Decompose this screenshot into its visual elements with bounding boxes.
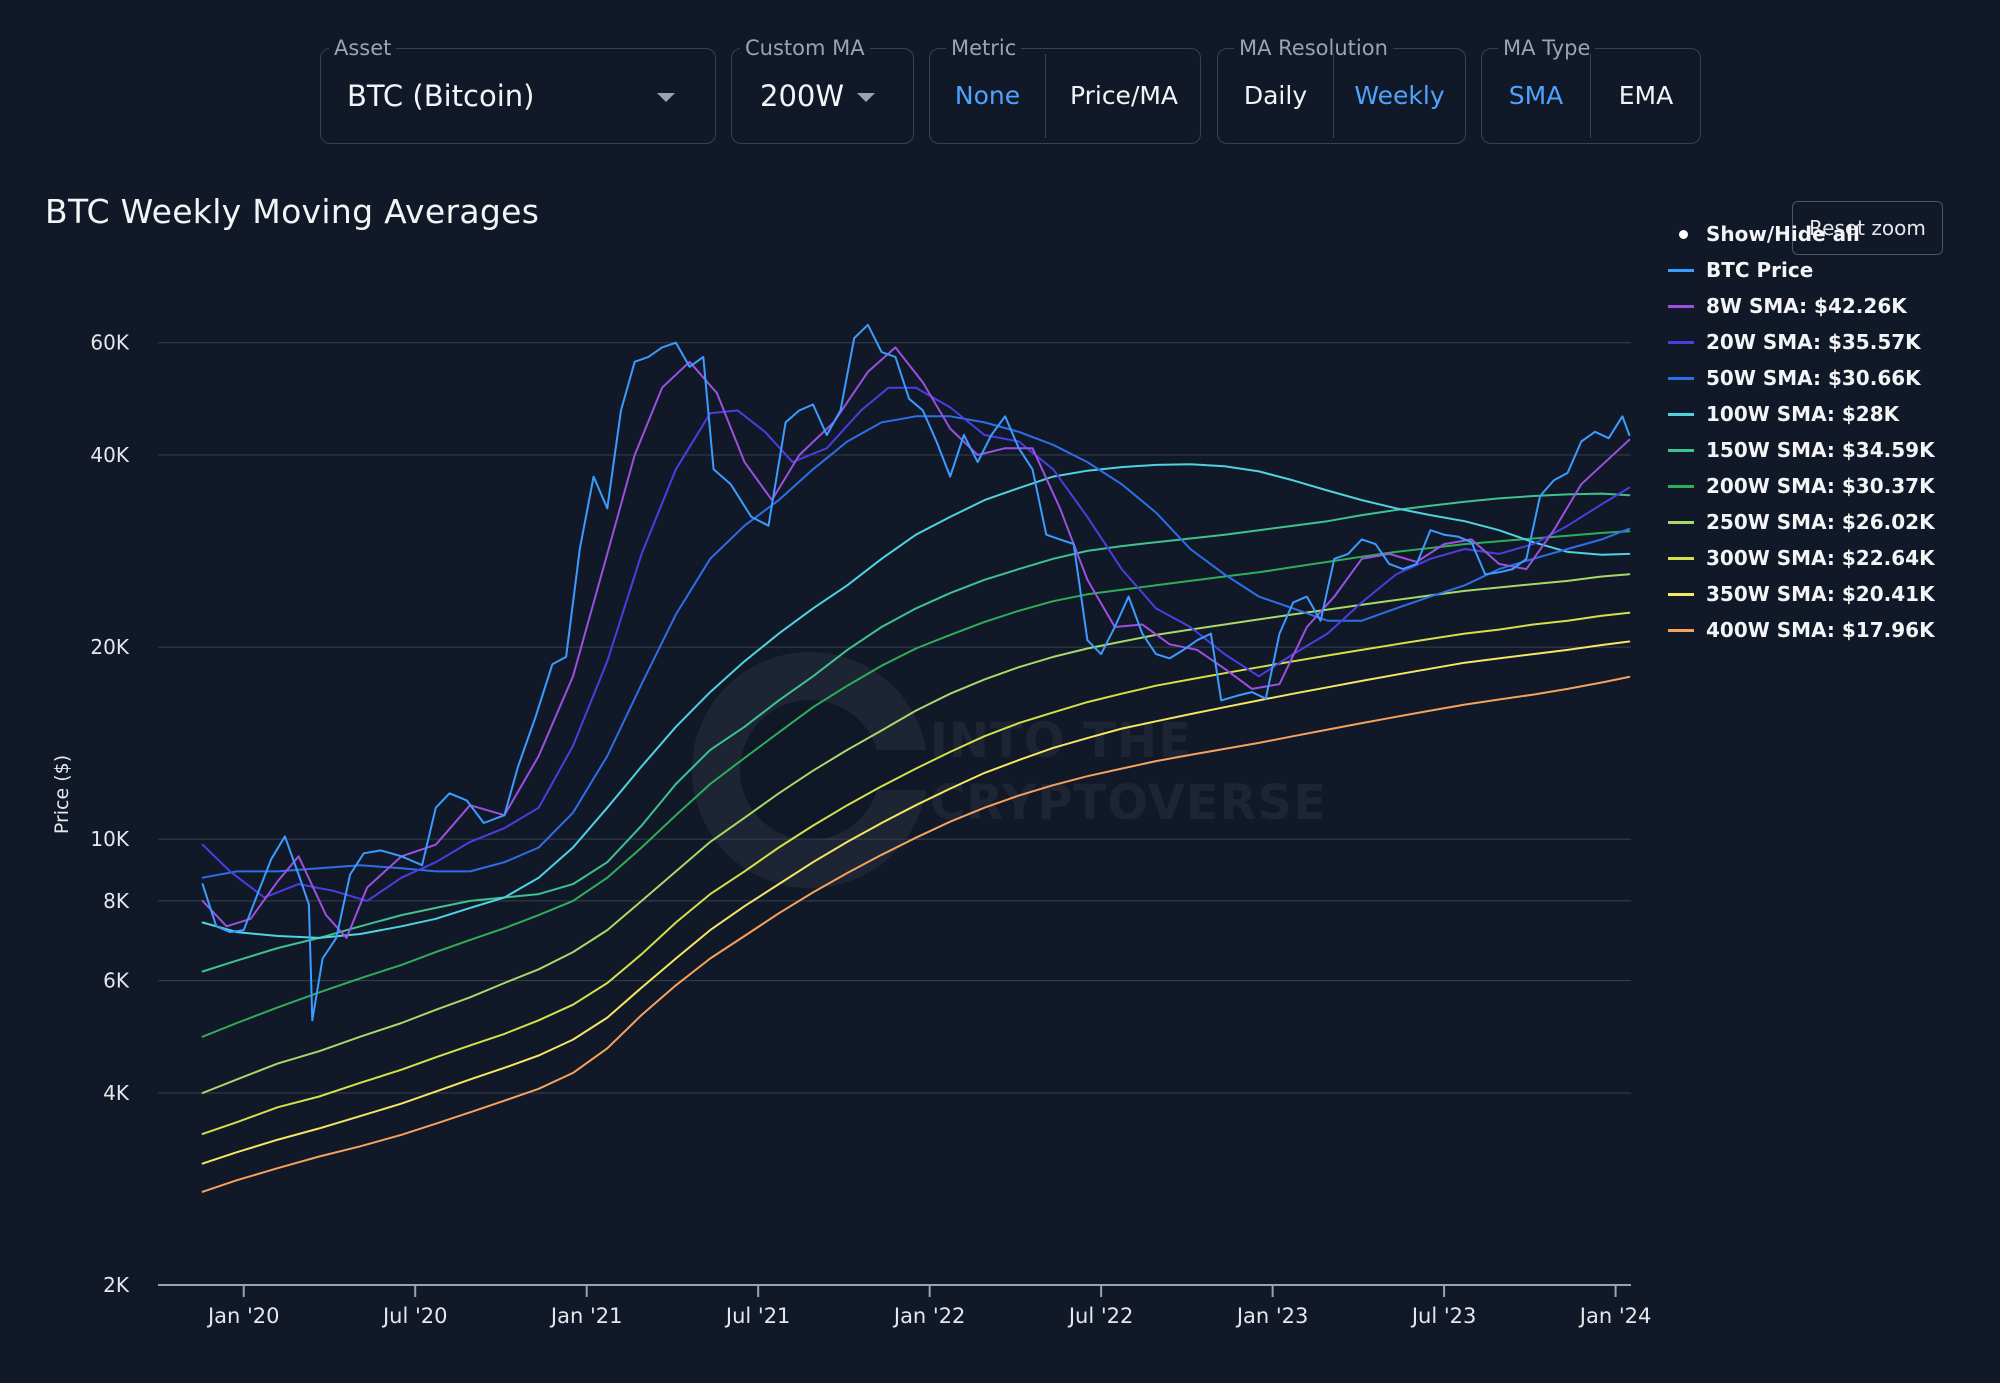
series-line-20w-sma[interactable] — [201, 386, 1631, 902]
x-tick-label: Jan '23 — [1235, 1304, 1309, 1328]
legend-label: 8W SMA: $42.26K — [1706, 294, 1907, 318]
asset-dropdown[interactable]: Asset BTC (Bitcoin) — [320, 34, 716, 144]
legend-swatch — [1668, 413, 1694, 416]
y-tick-label: 6K — [103, 969, 130, 993]
x-tick-label: Jul '21 — [724, 1304, 791, 1328]
series-line-300w-sma[interactable] — [201, 611, 1631, 1135]
x-tick-label: Jan '20 — [206, 1304, 280, 1328]
legend-swatch — [1668, 629, 1694, 632]
legend-label: 300W SMA: $22.64K — [1706, 546, 1935, 570]
chart-title: BTC Weekly Moving Averages — [45, 192, 540, 231]
legend-label: BTC Price — [1706, 258, 1814, 282]
legend-label: 20W SMA: $35.57K — [1706, 330, 1921, 354]
legend-swatch — [1668, 593, 1694, 596]
series-line-200w-sma[interactable] — [201, 530, 1631, 1038]
series-line-100w-sma[interactable] — [201, 463, 1631, 939]
divider — [1590, 54, 1591, 138]
reset-zoom-button[interactable]: Reset zoom — [1792, 201, 1943, 255]
series-line-250w-sma[interactable] — [201, 573, 1631, 1094]
y-axis-label: Price ($) — [51, 755, 73, 834]
chevron-down-icon — [657, 93, 675, 102]
asset-label: Asset — [329, 34, 397, 62]
custom-ma-dropdown[interactable]: Custom MA 200W — [731, 34, 914, 144]
y-tick-label: 10K — [90, 827, 129, 851]
divider — [1045, 54, 1046, 138]
bullet-icon — [1679, 230, 1688, 239]
legend-label: 350W SMA: $20.41K — [1706, 582, 1935, 606]
series-line-400w-sma[interactable] — [201, 675, 1631, 1193]
y-tick-label: 4K — [103, 1081, 130, 1105]
y-tick-label: 8K — [103, 889, 130, 913]
y-tick-label: 60K — [90, 331, 129, 355]
ma-resolution-toggle: MA Resolution Daily Weekly — [1217, 34, 1466, 144]
x-tick-label: Jan '22 — [892, 1304, 966, 1328]
series-line-350w-sma[interactable] — [201, 640, 1631, 1165]
x-tick-label: Jul '22 — [1067, 1304, 1134, 1328]
asset-value: BTC (Bitcoin) — [347, 79, 535, 113]
x-tick-label: Jul '20 — [381, 1304, 448, 1328]
legend-label: 50W SMA: $30.66K — [1706, 366, 1921, 390]
legend-swatch — [1668, 557, 1694, 560]
legend-swatch — [1668, 449, 1694, 452]
metric-toggle: Metric None Price/MA — [929, 34, 1201, 144]
divider — [1333, 54, 1334, 138]
metric-label: Metric — [946, 34, 1022, 62]
legend-swatch — [1668, 305, 1694, 308]
legend-show-hide-all-label: Show/Hide all — [1706, 222, 1860, 246]
legend-label: 150W SMA: $34.59K — [1706, 438, 1935, 462]
custom-ma-label: Custom MA — [740, 34, 870, 62]
resolution-option-daily[interactable]: Daily — [1243, 81, 1308, 110]
ma-resolution-label: MA Resolution — [1234, 34, 1393, 62]
chevron-down-icon — [857, 93, 875, 102]
legend-label: 200W SMA: $30.37K — [1706, 474, 1935, 498]
metric-option-price-ma[interactable]: Price/MA — [1069, 81, 1179, 110]
y-tick-label: 40K — [90, 443, 129, 467]
ma-type-option-sma[interactable]: SMA — [1508, 81, 1564, 110]
x-tick-label: Jul '23 — [1410, 1304, 1477, 1328]
ma-type-toggle: MA Type SMA EMA — [1481, 34, 1701, 144]
x-tick-label: Jan '21 — [549, 1304, 623, 1328]
legend-label: 400W SMA: $17.96K — [1706, 618, 1935, 642]
legend-swatch — [1668, 269, 1694, 272]
y-tick-label: 20K — [90, 635, 129, 659]
legend-swatch — [1668, 341, 1694, 344]
metric-option-none[interactable]: None — [954, 81, 1021, 110]
x-tick-label: Jan '24 — [1578, 1304, 1652, 1328]
y-tick-label: 2K — [103, 1273, 130, 1297]
legend-swatch — [1668, 485, 1694, 488]
ma-type-option-ema[interactable]: EMA — [1618, 81, 1674, 110]
series-line-50w-sma[interactable] — [201, 415, 1631, 879]
series-line-8w-sma[interactable] — [201, 346, 1631, 939]
legend-swatch — [1668, 521, 1694, 524]
legend-swatch — [1668, 377, 1694, 380]
ma-type-label: MA Type — [1498, 34, 1596, 62]
legend-label: 100W SMA: $28K — [1706, 402, 1900, 426]
resolution-option-weekly[interactable]: Weekly — [1354, 81, 1445, 110]
legend-label: 250W SMA: $26.02K — [1706, 510, 1935, 534]
series-line-btc-price[interactable] — [201, 323, 1631, 1022]
custom-ma-value: 200W — [760, 79, 845, 113]
